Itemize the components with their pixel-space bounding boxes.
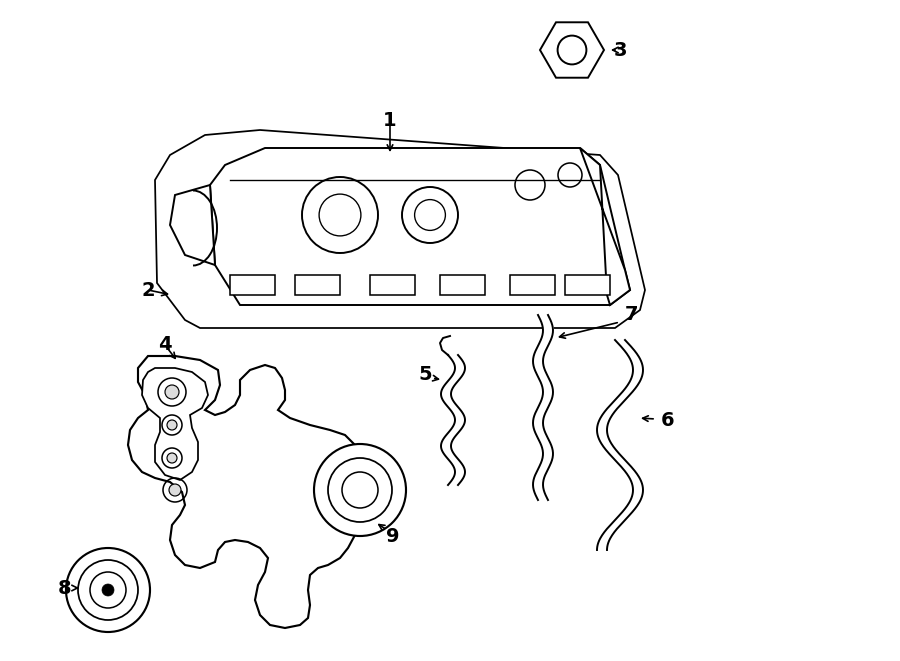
Circle shape — [102, 584, 114, 596]
Polygon shape — [128, 356, 360, 628]
Circle shape — [167, 420, 177, 430]
Text: 6: 6 — [662, 410, 675, 430]
Text: 9: 9 — [386, 527, 400, 545]
Polygon shape — [170, 185, 215, 265]
Text: 8: 8 — [58, 578, 72, 598]
Text: 1: 1 — [383, 110, 397, 130]
Text: 4: 4 — [158, 336, 172, 354]
Text: 3: 3 — [613, 40, 626, 59]
Polygon shape — [295, 275, 340, 295]
Polygon shape — [155, 130, 645, 328]
Polygon shape — [370, 275, 415, 295]
Circle shape — [167, 453, 177, 463]
Text: 7: 7 — [626, 305, 639, 325]
Circle shape — [165, 385, 179, 399]
Circle shape — [558, 36, 587, 64]
Polygon shape — [565, 275, 610, 295]
Polygon shape — [510, 275, 555, 295]
Circle shape — [169, 484, 181, 496]
Polygon shape — [230, 275, 275, 295]
Circle shape — [66, 548, 150, 632]
Text: 2: 2 — [141, 280, 155, 299]
Circle shape — [314, 444, 406, 536]
Polygon shape — [440, 275, 485, 295]
Polygon shape — [142, 368, 208, 480]
Polygon shape — [210, 148, 630, 305]
Text: 5: 5 — [418, 366, 432, 385]
Polygon shape — [580, 148, 630, 305]
